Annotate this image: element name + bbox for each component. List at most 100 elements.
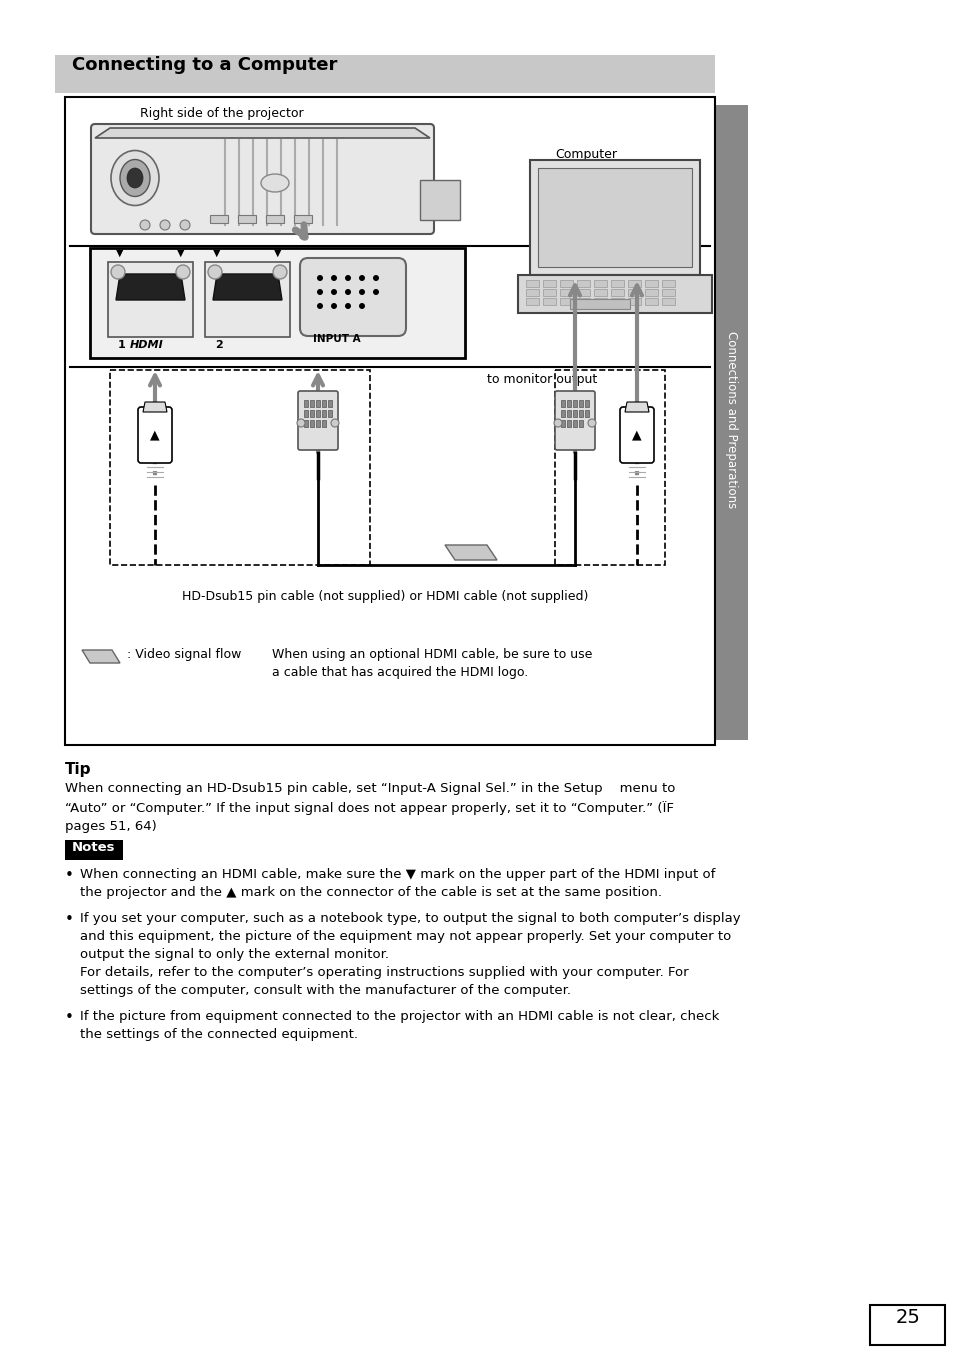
Bar <box>322 400 326 407</box>
Bar <box>310 400 314 407</box>
FancyBboxPatch shape <box>91 124 434 234</box>
Bar <box>315 420 319 427</box>
Bar <box>65 97 714 745</box>
Text: Connecting to a Computer: Connecting to a Computer <box>71 55 337 74</box>
Bar <box>304 410 308 416</box>
Bar <box>610 280 623 287</box>
Bar <box>304 400 308 407</box>
Bar <box>577 289 589 296</box>
Text: : Video signal flow: : Video signal flow <box>127 648 241 661</box>
FancyBboxPatch shape <box>619 407 654 462</box>
Circle shape <box>373 274 378 281</box>
Text: When connecting an HDMI cable, make sure the ▼ mark on the upper part of the HDM: When connecting an HDMI cable, make sure… <box>80 868 715 882</box>
Bar <box>578 400 582 407</box>
Bar <box>627 280 640 287</box>
Bar <box>65 840 123 860</box>
Circle shape <box>358 303 365 310</box>
Text: ▼: ▼ <box>213 247 220 258</box>
Text: the projector and the ▲ mark on the connector of the cable is set at the same po: the projector and the ▲ mark on the conn… <box>80 886 661 899</box>
Text: For details, refer to the computer’s operating instructions supplied with your c: For details, refer to the computer’s ope… <box>80 965 688 979</box>
Text: •: • <box>65 1010 73 1025</box>
Text: ▲: ▲ <box>632 429 641 442</box>
Bar <box>310 420 314 427</box>
Text: and this equipment, the picture of the equipment may not appear properly. Set yo: and this equipment, the picture of the e… <box>80 930 731 942</box>
Circle shape <box>345 303 351 310</box>
Bar <box>304 420 308 427</box>
Text: Tip: Tip <box>65 763 91 777</box>
Bar <box>661 289 675 296</box>
Polygon shape <box>116 274 185 300</box>
Bar <box>560 420 564 427</box>
Polygon shape <box>624 402 648 412</box>
FancyBboxPatch shape <box>299 258 406 337</box>
Text: •: • <box>65 913 73 927</box>
Bar <box>328 400 332 407</box>
Polygon shape <box>95 128 430 138</box>
Circle shape <box>316 289 323 295</box>
FancyBboxPatch shape <box>555 391 595 450</box>
Circle shape <box>111 265 125 279</box>
Bar <box>322 420 326 427</box>
Circle shape <box>345 274 351 281</box>
Bar <box>559 280 573 287</box>
Bar <box>594 280 606 287</box>
Bar <box>294 215 312 223</box>
Bar <box>55 55 714 93</box>
Text: 25: 25 <box>895 1307 920 1328</box>
Bar <box>566 410 571 416</box>
Bar <box>627 297 640 306</box>
Text: output the signal to only the external monitor.: output the signal to only the external m… <box>80 948 389 961</box>
Circle shape <box>140 220 150 230</box>
Text: When using an optional HDMI cable, be sure to use: When using an optional HDMI cable, be su… <box>272 648 592 661</box>
Bar <box>594 297 606 306</box>
Circle shape <box>296 419 305 427</box>
Circle shape <box>345 289 351 295</box>
Text: Notes: Notes <box>72 841 115 854</box>
Text: ▲: ▲ <box>150 429 160 442</box>
Text: “Auto” or “Computer.” If the input signal does not appear properly, set it to “C: “Auto” or “Computer.” If the input signa… <box>65 800 673 815</box>
Bar <box>560 410 564 416</box>
Text: ▼: ▼ <box>177 247 184 258</box>
Bar <box>525 289 538 296</box>
Bar <box>584 410 588 416</box>
Circle shape <box>358 289 365 295</box>
Bar <box>542 280 556 287</box>
Bar <box>237 215 255 223</box>
Bar <box>266 215 284 223</box>
Circle shape <box>331 274 336 281</box>
Bar <box>644 297 658 306</box>
Bar <box>661 280 675 287</box>
Polygon shape <box>213 274 282 300</box>
FancyBboxPatch shape <box>297 391 337 450</box>
Bar <box>560 400 564 407</box>
Circle shape <box>587 419 596 427</box>
Text: HD-Dsub15 pin cable (not supplied) or HDMI cable (not supplied): HD-Dsub15 pin cable (not supplied) or HD… <box>182 589 588 603</box>
Circle shape <box>180 220 190 230</box>
Bar <box>555 370 664 565</box>
Circle shape <box>316 274 323 281</box>
Polygon shape <box>82 650 120 662</box>
Bar <box>573 400 577 407</box>
Bar <box>315 400 319 407</box>
Circle shape <box>358 274 365 281</box>
FancyBboxPatch shape <box>138 407 172 462</box>
Bar <box>525 280 538 287</box>
Bar <box>584 400 588 407</box>
Bar <box>322 410 326 416</box>
Text: the settings of the connected equipment.: the settings of the connected equipment. <box>80 1028 357 1041</box>
Text: If you set your computer, such as a notebook type, to output the signal to both : If you set your computer, such as a note… <box>80 913 740 925</box>
Text: settings of the computer, consult with the manufacturer of the computer.: settings of the computer, consult with t… <box>80 984 571 996</box>
Bar <box>205 262 290 337</box>
Circle shape <box>160 220 170 230</box>
Text: Computer: Computer <box>555 147 617 161</box>
Bar <box>328 410 332 416</box>
Text: If the picture from equipment connected to the projector with an HDMI cable is n: If the picture from equipment connected … <box>80 1010 719 1023</box>
Bar <box>110 370 370 565</box>
Text: pages 51, 64): pages 51, 64) <box>65 821 156 833</box>
Circle shape <box>554 419 561 427</box>
Text: INPUT A: INPUT A <box>313 334 360 343</box>
Text: 2: 2 <box>214 339 222 350</box>
Polygon shape <box>143 402 167 412</box>
Circle shape <box>316 303 323 310</box>
Bar <box>210 215 228 223</box>
